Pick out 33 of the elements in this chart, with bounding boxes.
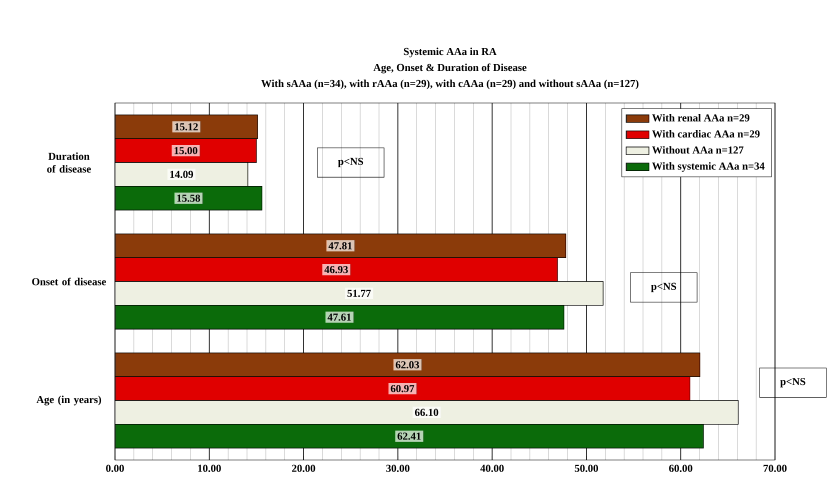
x-tick-label: 10.00 xyxy=(198,464,221,472)
data-label: 47.81 xyxy=(328,242,352,250)
legend-label: With systemic AAa n=34 xyxy=(652,162,765,172)
legend-label: Without AAa n=127 xyxy=(652,146,744,154)
y-tick-label: Age (in years) xyxy=(36,396,102,406)
chart-subtitle: Age, Onset & Duration of Disease xyxy=(373,63,526,74)
y-tick-label: Duration of disease xyxy=(47,152,91,173)
y-tick-label: Onset of disease xyxy=(32,278,106,286)
data-label: 51.77 xyxy=(347,290,371,297)
legend-label: With cardiac AAa n=29 xyxy=(652,130,760,138)
x-tick-label: 0.00 xyxy=(106,464,124,472)
text: p<NS xyxy=(780,378,806,388)
x-tick-label: 50.00 xyxy=(574,464,598,472)
x-tick-label: 60.00 xyxy=(669,464,692,472)
legend-label: With renal AAa n=29 xyxy=(652,114,750,122)
data-label: 15.58 xyxy=(177,194,200,202)
data-label: 46.93 xyxy=(324,266,348,274)
annotation: p<NS xyxy=(651,282,676,292)
data-label: 66.10 xyxy=(414,408,438,416)
x-tick-label: 40.00 xyxy=(480,464,504,472)
x-tick-label: 70.00 xyxy=(764,464,787,472)
x-tick-label: 20.00 xyxy=(292,464,316,472)
data-label: 62.03 xyxy=(396,361,420,368)
data-label: 15.12 xyxy=(175,123,198,130)
data-label: 47.61 xyxy=(328,314,351,321)
data-label: 60.97 xyxy=(390,384,414,392)
data-label: 15.00 xyxy=(174,146,198,154)
chart-title: Systemic AAa in RA xyxy=(404,48,497,58)
x-tick-label: 30.00 xyxy=(386,464,410,472)
annotation: p<NS xyxy=(338,158,364,168)
data-label: 14.09 xyxy=(170,170,194,178)
text: With sAAa (n=34), with rAAa (n=29), with cAAa (n=29) and without sAAa (n=127) xyxy=(261,80,638,90)
data-label: 62.41 xyxy=(398,432,421,440)
